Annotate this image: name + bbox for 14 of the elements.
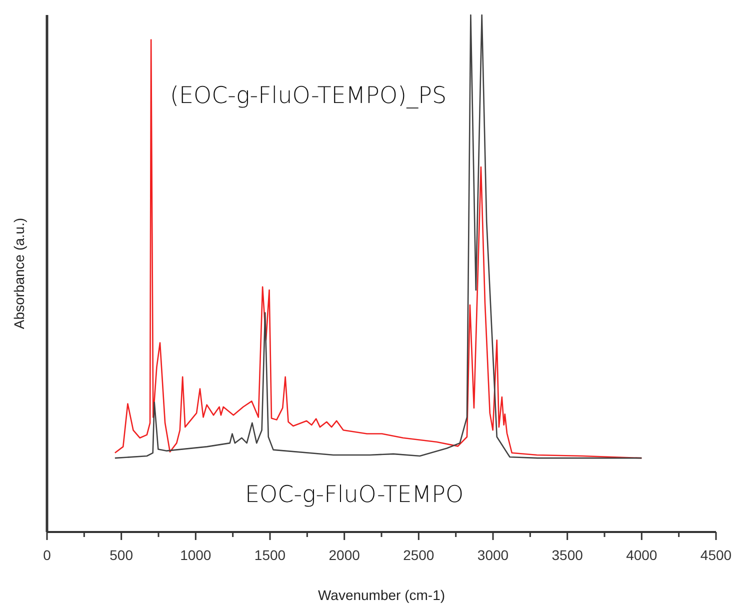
x-tick-label: 0 (43, 547, 52, 563)
x-tick-label: 500 (110, 547, 134, 563)
x-tick-label: 1000 (180, 547, 212, 563)
x-tick-label: 3500 (552, 547, 584, 563)
y-axis-title: Absorbance (a.u.) (11, 218, 27, 330)
series-label: EOC-g-FluO-TEMPO (245, 482, 464, 508)
series-label: (EOC-g-FluO-TEMPO)_PS (170, 83, 447, 109)
x-axis-title: Wavenumber (cm-1) (318, 587, 446, 603)
x-tick-label: 1500 (254, 547, 286, 563)
x-tick-label: 4000 (626, 547, 658, 563)
x-tick-label: 4500 (700, 547, 732, 563)
x-tick-label: 2500 (403, 547, 434, 563)
x-tick-label: 3000 (477, 547, 509, 563)
x-tick-label: 2000 (328, 547, 360, 563)
